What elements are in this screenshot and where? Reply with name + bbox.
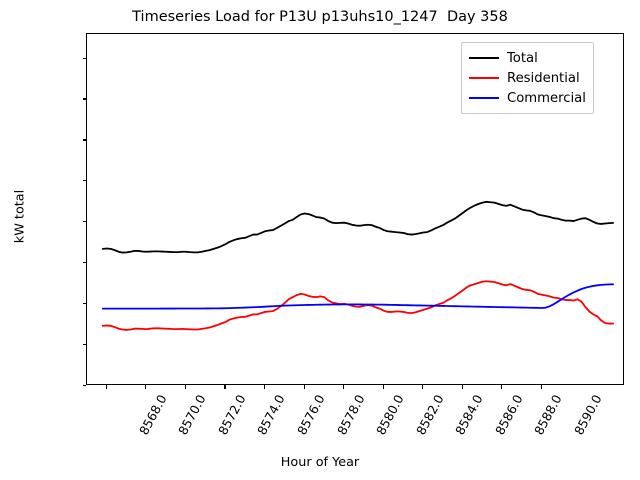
legend: Total Residential Commercial	[461, 42, 594, 114]
x-tick-label: 8578.0	[333, 392, 368, 438]
x-tick-label: 8572.0	[214, 392, 249, 438]
page-title: Timeseries Load for P13U p13uhs10_1247 D…	[132, 9, 508, 25]
y-tick-mark	[82, 385, 86, 387]
legend-label-commercial: Commercial	[507, 90, 586, 106]
y-tick-mark	[82, 303, 86, 305]
x-tick-label: 8584.0	[452, 392, 486, 438]
x-tick-mark	[303, 385, 305, 389]
x-tick-mark	[422, 385, 424, 389]
legend-item-residential: Residential	[469, 68, 586, 88]
x-tick-label: 8588.0	[531, 392, 565, 438]
series-line	[101, 280, 615, 331]
y-tick-mark	[82, 98, 86, 100]
legend-swatch-total	[469, 56, 499, 60]
x-tick-mark	[540, 385, 543, 389]
legend-label-total: Total	[507, 50, 538, 66]
y-tick-mark	[82, 57, 86, 59]
x-tick-mark	[224, 385, 226, 389]
x-axis-label: Hour of Year	[280, 455, 360, 470]
x-tick-label: 8580.0	[373, 392, 407, 438]
plot-lines	[101, 200, 615, 331]
x-tick-mark	[382, 385, 384, 389]
x-tick-label: 8570.0	[175, 392, 209, 438]
y-tick-mark	[82, 262, 86, 264]
x-tick-mark	[145, 385, 147, 389]
x-tick-mark	[105, 385, 107, 389]
legend-swatch-residential	[469, 76, 499, 80]
y-tick-mark	[82, 344, 86, 346]
legend-item-commercial: Commercial	[469, 88, 586, 108]
x-tick-mark	[264, 385, 266, 389]
x-tick-label: 8574.0	[254, 392, 289, 438]
x-tick-mark	[343, 385, 345, 389]
x-tick-label: 8568.0	[135, 392, 170, 438]
x-tick-mark	[461, 385, 463, 389]
x-tick-label: 8590.0	[570, 392, 605, 438]
x-tick-label: 8576.0	[294, 392, 328, 438]
y-tick-mark	[82, 180, 86, 182]
series-line	[101, 283, 615, 310]
x-tick-mark	[184, 385, 186, 389]
legend-swatch-commercial	[469, 96, 499, 100]
legend-label-residential: Residential	[507, 70, 580, 86]
x-tick-label: 8586.0	[491, 392, 526, 438]
y-tick-mark	[82, 139, 86, 141]
y-tick-mark	[82, 221, 86, 223]
legend-item-total: Total	[469, 48, 586, 68]
x-tick-label: 8582.0	[412, 392, 447, 438]
x-tick-mark	[501, 385, 503, 389]
series-line	[101, 200, 615, 254]
y-axis-label: kW total	[12, 189, 28, 244]
